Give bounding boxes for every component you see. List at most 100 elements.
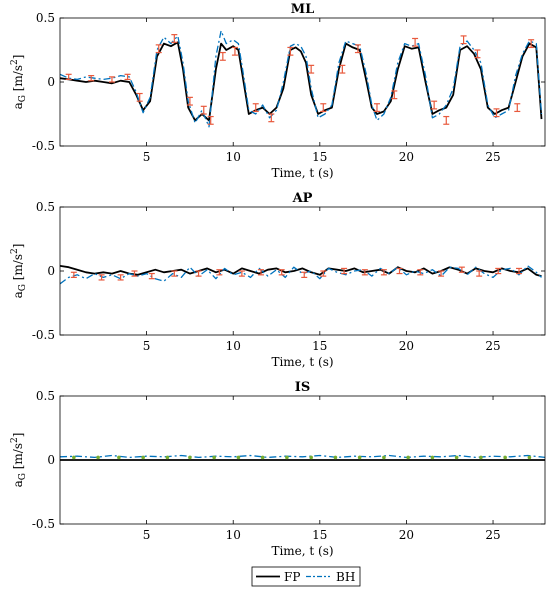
- error-bar: [391, 90, 398, 100]
- y-axis-label-part: 2: [10, 59, 20, 65]
- data-marker: [117, 455, 121, 460]
- error-bar: [514, 103, 521, 113]
- x-tick-label: 10: [226, 150, 241, 164]
- chart-title: IS: [295, 380, 310, 395]
- plot-data: [60, 454, 545, 461]
- error-bar: [117, 274, 124, 281]
- error-bar: [70, 271, 77, 278]
- x-tick-label: 25: [485, 339, 500, 353]
- y-tick-label: 0: [47, 75, 55, 89]
- error-bar: [131, 270, 138, 277]
- chart-title: AP: [292, 191, 313, 206]
- y-axis-label-part: G: [18, 473, 28, 480]
- error-bar: [171, 270, 178, 277]
- error-bar: [495, 267, 502, 275]
- y-tick-label: 0.5: [36, 389, 55, 403]
- error-bar: [341, 267, 348, 275]
- error-bar: [458, 266, 465, 273]
- x-tick-label: 15: [312, 528, 327, 542]
- chart-panel-ml: ML 5 10 15 20 25 0.5 0 -0.5 Time, t (s) aG [m/s2]: [10, 2, 546, 180]
- y-tick-label: 0.5: [36, 11, 55, 25]
- y-axis-label-part: a: [11, 480, 25, 487]
- data-marker: [479, 455, 483, 460]
- error-bar: [252, 103, 259, 113]
- error-bar: [460, 35, 467, 45]
- data-marker: [212, 455, 216, 460]
- y-axis-label-part: 2: [10, 248, 20, 254]
- y-axis-label-part: ]: [11, 433, 25, 438]
- data-marker: [188, 455, 192, 460]
- error-bar: [207, 115, 214, 125]
- data-marker: [430, 455, 435, 460]
- error-bar: [124, 73, 131, 81]
- x-tick-label: 15: [312, 150, 327, 164]
- data-marker: [72, 455, 76, 460]
- data-marker: [454, 455, 459, 460]
- y-axis-label-part: [m/s: [11, 65, 25, 95]
- y-axis-label: aG [m/s2]: [10, 55, 28, 110]
- x-tick-label: 10: [226, 528, 241, 542]
- x-tick-label: 20: [399, 150, 414, 164]
- error-bar: [238, 270, 245, 277]
- error-bar: [195, 270, 202, 277]
- x-tick-label: 5: [143, 150, 151, 164]
- y-axis-label-part: G: [18, 284, 28, 291]
- error-bar: [219, 51, 226, 61]
- error-bar: [216, 269, 223, 276]
- y-axis-label-part: ]: [11, 244, 25, 249]
- data-marker: [333, 455, 338, 460]
- x-tick-label: 25: [485, 528, 500, 542]
- x-tick-label: 20: [399, 528, 414, 542]
- y-tick-label: -0.5: [32, 139, 55, 153]
- error-bar: [438, 270, 445, 277]
- chart-title: ML: [291, 2, 315, 17]
- error-bar: [373, 103, 380, 113]
- error-bar: [257, 269, 264, 276]
- x-tick-label: 5: [143, 339, 151, 353]
- x-axis-label: Time, t (s): [271, 544, 333, 558]
- error-bar: [88, 74, 95, 82]
- error-bar: [476, 270, 483, 277]
- x-tick-label: 20: [399, 339, 414, 353]
- error-bar: [287, 46, 294, 56]
- error-bar: [136, 92, 143, 102]
- data-marker: [357, 455, 362, 460]
- error-bar: [65, 73, 72, 81]
- error-bar: [412, 37, 419, 47]
- error-bar: [171, 34, 178, 43]
- data-marker: [382, 455, 386, 460]
- data-marker: [260, 455, 265, 460]
- error-bar: [148, 272, 155, 280]
- y-tick-label: -0.5: [32, 517, 55, 531]
- error-bar: [493, 108, 500, 118]
- legend-label-fp: FP: [284, 570, 300, 584]
- y-axis-label-part: a: [11, 291, 25, 298]
- y-tick-label: 0.5: [36, 200, 55, 214]
- error-bar: [339, 64, 346, 74]
- legend-label-bh: BH: [336, 570, 355, 584]
- plot-data: [60, 265, 542, 285]
- x-axis-label: Time, t (s): [271, 166, 333, 180]
- x-tick-label: 10: [226, 339, 241, 353]
- error-bar: [474, 49, 481, 59]
- data-marker: [236, 455, 241, 460]
- data-marker: [406, 455, 410, 460]
- y-axis-label-part: ]: [11, 55, 25, 60]
- y-axis-label-part: [m/s: [11, 443, 25, 473]
- error-bar: [268, 113, 275, 123]
- error-bar: [155, 44, 162, 54]
- legend: FP BH: [251, 566, 361, 587]
- error-bar: [98, 274, 105, 281]
- y-tick-label: -0.5: [32, 328, 55, 342]
- error-bar: [108, 76, 115, 83]
- error-bar: [200, 105, 207, 115]
- data-marker: [503, 455, 507, 460]
- error-bar: [320, 103, 327, 113]
- data-marker: [309, 455, 313, 460]
- error-bar: [308, 64, 315, 74]
- y-axis-label-part: 2: [10, 437, 20, 443]
- series-line-bh: [60, 454, 545, 459]
- y-axis-label-part: G: [18, 95, 28, 102]
- data-marker: [527, 455, 532, 460]
